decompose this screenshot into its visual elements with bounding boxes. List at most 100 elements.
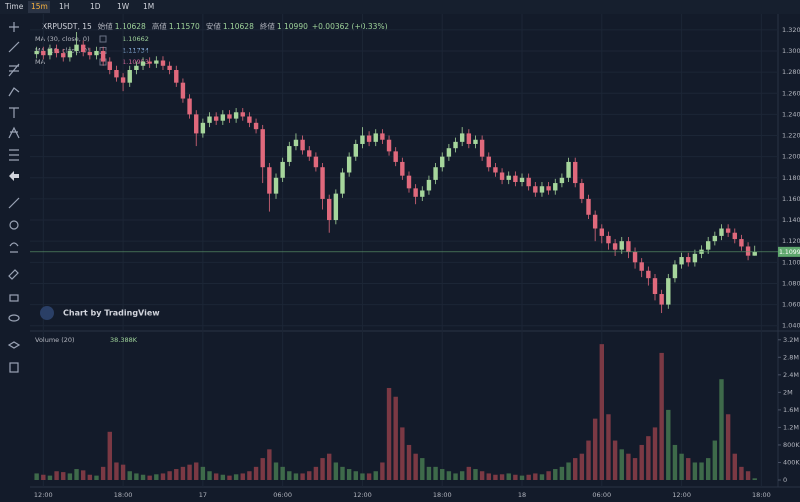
volume-bar (739, 466, 744, 480)
volume-bar (134, 473, 139, 480)
volume-bar (200, 466, 206, 480)
time-tick-label: 18:00 (114, 491, 133, 499)
prediction-tool[interactable] (9, 149, 19, 161)
shape-tool[interactable] (8, 126, 20, 139)
candle-body (207, 116, 212, 123)
candle-body (114, 70, 119, 78)
candle-body (539, 186, 545, 193)
volume-bar (187, 464, 192, 480)
volume-bar (240, 473, 245, 480)
back-tool[interactable] (9, 171, 19, 181)
candle-body (566, 161, 571, 178)
time-tick-label: 18:00 (433, 491, 452, 499)
candle-body (100, 50, 106, 62)
volume-bar (420, 458, 425, 480)
volume-bar (659, 352, 664, 480)
watermark-logo (40, 306, 54, 320)
volume-bar (280, 466, 285, 480)
legend-value: 1.10628 (223, 22, 254, 31)
indicator-name: MA (30, close, 0) (35, 35, 90, 43)
candle-body (74, 44, 79, 51)
volume-bar (160, 473, 166, 480)
volume-bar (652, 427, 658, 480)
volume-bar (366, 473, 372, 480)
trendline-tool[interactable] (8, 41, 20, 53)
ruler-tool[interactable] (8, 197, 20, 209)
volume-bar (752, 478, 757, 480)
legend-label: 安値 (206, 21, 221, 31)
candle-body (213, 116, 219, 121)
candle-body (533, 186, 538, 193)
volume-bar (493, 474, 498, 480)
volume-bar (599, 344, 605, 480)
candle-body (61, 53, 66, 58)
pattern-tool[interactable] (8, 87, 20, 97)
candle-body (346, 156, 352, 173)
lock-drawing-tool[interactable] (8, 269, 19, 280)
fib-tool[interactable] (8, 63, 20, 77)
time-tick-label: 18:00 (752, 491, 771, 499)
timeframe-button[interactable]: 1W (117, 2, 130, 11)
volume-bar (267, 449, 272, 480)
candle-body (87, 52, 93, 56)
candle-body (194, 114, 199, 134)
candle-body (287, 146, 292, 162)
candle-body (592, 214, 598, 229)
layers-tool[interactable] (7, 341, 21, 349)
candle-body (646, 270, 651, 279)
volume-bar (61, 472, 66, 480)
timeframe-button[interactable]: 1H (59, 2, 69, 11)
volume-tick-label: 2.4M (783, 371, 799, 379)
timeframe-button[interactable]: 1D (90, 2, 101, 11)
volume-bar (705, 458, 711, 480)
volume-bar (473, 469, 478, 480)
timeframe-button[interactable]: 1M (143, 2, 154, 11)
crosshair-tool[interactable] (9, 22, 19, 32)
lock-tool[interactable] (9, 294, 19, 302)
candle-body (666, 278, 671, 305)
candle-body (220, 114, 226, 121)
candle-body (94, 50, 99, 56)
candle-body (692, 253, 698, 263)
volume-bar (539, 474, 545, 480)
visibility-tool[interactable] (8, 314, 20, 322)
candle-body (167, 65, 172, 71)
volume-bar (553, 469, 558, 480)
text-tool[interactable] (9, 107, 19, 118)
volume-bar (154, 474, 159, 480)
volume-bar (712, 440, 718, 480)
candle-body (200, 122, 206, 134)
timeframe-button[interactable]: 15m (31, 2, 48, 11)
volume-bar (725, 414, 731, 480)
candle-body (273, 177, 279, 194)
candle-body (679, 257, 684, 265)
volume-bar (213, 473, 219, 480)
candle-body (360, 135, 365, 144)
volume-bar (526, 474, 531, 480)
zoom-tool[interactable] (9, 220, 19, 230)
volume-tick-label: 400K (783, 458, 800, 466)
candle-body (233, 112, 239, 119)
candle-body (353, 143, 358, 157)
candle-body (300, 139, 305, 151)
volume-bar (207, 471, 212, 480)
watermark: Chart by TradingView (40, 306, 160, 320)
legend-label: 高値 (152, 21, 167, 31)
trash-tool[interactable] (9, 362, 19, 373)
volume-bar (120, 464, 126, 480)
magnet-tool[interactable] (9, 242, 19, 253)
volume-bar (612, 440, 618, 480)
indicator-name: MA (35, 58, 46, 66)
volume-bar (719, 379, 724, 480)
volume-bar (41, 474, 46, 480)
candle-body (313, 156, 319, 168)
volume-bar (74, 469, 79, 480)
price-tick-label: 1.10000 (782, 258, 800, 266)
legend-change: +0.00362 (+0.33%) (312, 22, 388, 31)
volume-value: 38.388K (110, 336, 138, 344)
candle-body (639, 262, 644, 271)
volume-bar (619, 449, 624, 480)
candle-body (546, 186, 551, 191)
candle-body (320, 167, 325, 199)
